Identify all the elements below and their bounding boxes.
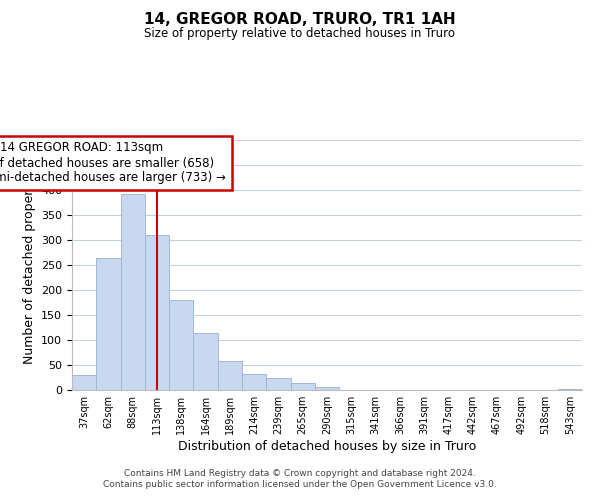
Bar (315, 386, 339, 390)
X-axis label: Distribution of detached houses by size in Truro: Distribution of detached houses by size … (178, 440, 476, 453)
Bar (72, 375, 96, 390)
Bar (169, 300, 193, 390)
Bar (121, 194, 145, 390)
Bar (266, 378, 290, 390)
Text: 14 GREGOR ROAD: 113sqm
← 46% of detached houses are smaller (658)
52% of semi-de: 14 GREGOR ROAD: 113sqm ← 46% of detached… (0, 142, 226, 184)
Text: Contains HM Land Registry data © Crown copyright and database right 2024.: Contains HM Land Registry data © Crown c… (124, 468, 476, 477)
Bar (290, 382, 315, 390)
Bar (558, 389, 582, 390)
Text: Size of property relative to detached houses in Truro: Size of property relative to detached ho… (145, 28, 455, 40)
Bar (145, 235, 169, 390)
Bar (96, 258, 121, 390)
Text: Contains public sector information licensed under the Open Government Licence v3: Contains public sector information licen… (103, 480, 497, 489)
Bar (193, 332, 218, 390)
Bar (242, 374, 266, 390)
Bar (218, 361, 242, 390)
Text: 14, GREGOR ROAD, TRURO, TR1 1AH: 14, GREGOR ROAD, TRURO, TR1 1AH (144, 12, 456, 28)
Y-axis label: Number of detached properties: Number of detached properties (23, 166, 35, 364)
